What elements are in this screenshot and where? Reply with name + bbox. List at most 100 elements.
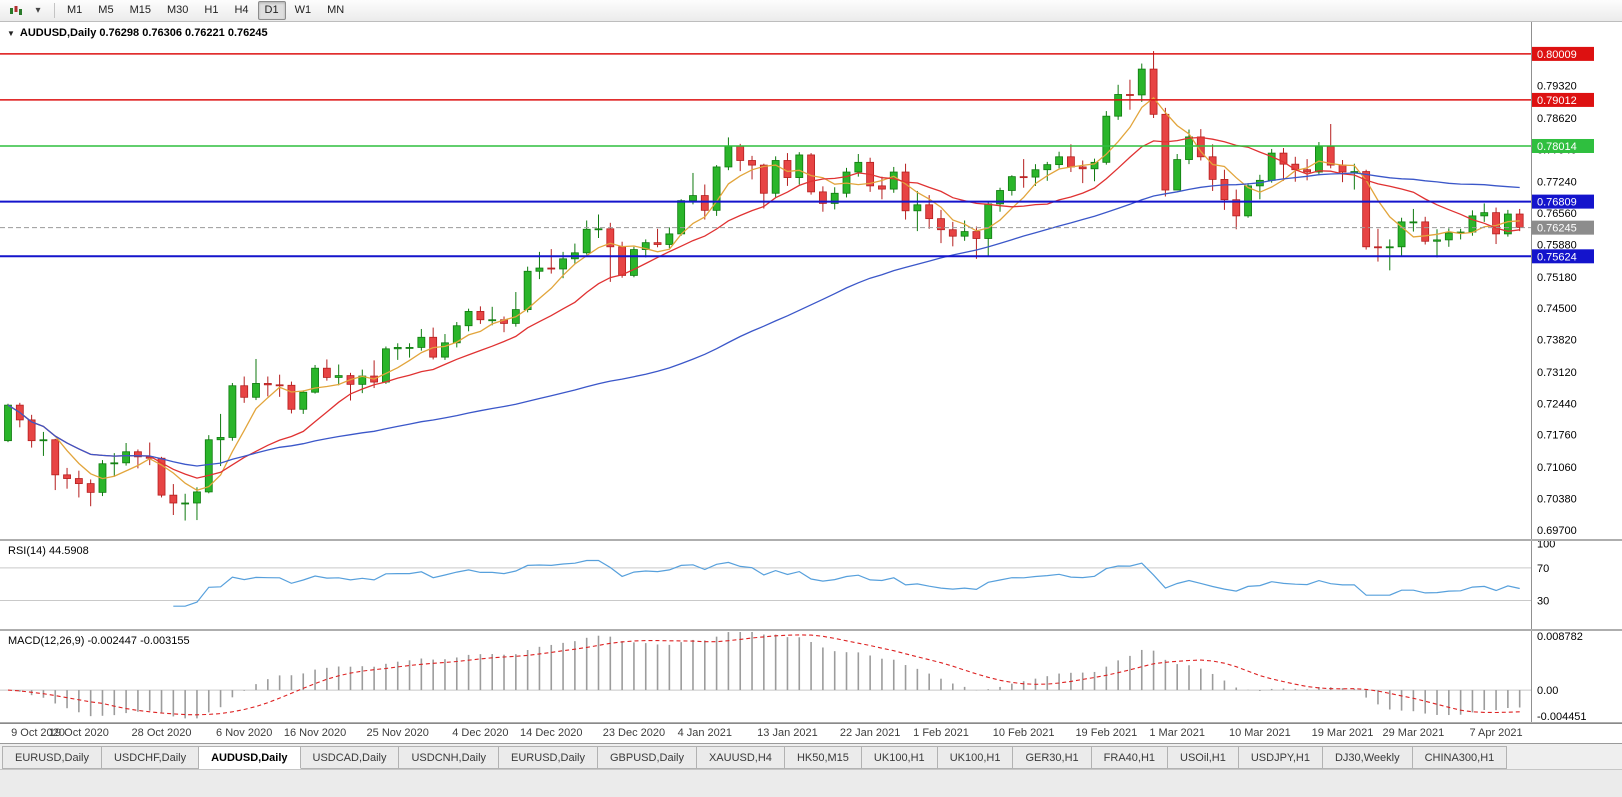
tab-dj30-weekly[interactable]: DJ30,Weekly [1322,746,1413,769]
date-label: 22 Jan 2021 [839,727,901,739]
date-label: 4 Dec 2020 [452,727,509,739]
svg-text:0.00: 0.00 [1537,685,1558,697]
tab-usdchf-daily[interactable]: USDCHF,Daily [101,746,200,769]
svg-text:-0.004451: -0.004451 [1537,711,1587,722]
date-label: 19 Feb 2021 [1075,727,1138,739]
macd-signal-line [7,634,1520,716]
svg-text:100: 100 [1537,541,1555,550]
timeframe-w1-button[interactable]: W1 [294,4,312,16]
time-axis[interactable]: 9 Oct 2020 19 Oct 2020 28 Oct 2020 6 Nov 20… [0,723,1622,743]
date-label: 25 Nov 2020 [366,727,429,739]
timeframe-mn-button[interactable]: MN [327,4,345,16]
timeframe-group: M1 M5 M15 M30 H1 H4 D1 W1 MN [60,1,351,20]
chart-type-icon[interactable] [5,2,27,20]
tab-usdcad-daily[interactable]: USDCAD,Daily [300,746,400,769]
svg-text:0.008782: 0.008782 [1537,631,1583,643]
price-tag: 0.75624 [1532,249,1594,264]
dropdown-caret-icon[interactable]: ▾ [35,5,41,16]
symbol-tabbar: EURUSD,Daily USDCHF,Daily AUDUSD,Daily USDC… [0,743,1622,769]
ma-line-13 [7,136,1520,479]
tab-china300-h1[interactable]: CHINA300,H1 [1412,746,1508,769]
date-label: 19 Mar 2021 [1311,727,1374,739]
tab-eurusd-daily[interactable]: EURUSD,Daily [499,746,598,769]
tab-ger30-h1[interactable]: GER30,H1 [1013,746,1092,769]
svg-text:0.79012: 0.79012 [1537,95,1577,107]
tab-gbpusd-daily[interactable]: GBPUSD,Daily [598,746,697,769]
tab-usdcnh-daily[interactable]: USDCNH,Daily [399,746,500,769]
svg-text:0.74500: 0.74500 [1537,303,1577,315]
date-label: 4 Jan 2021 [677,727,732,739]
svg-text:30: 30 [1537,595,1549,607]
price-tag: 0.76245 [1532,220,1594,235]
macd-axis-labels: 0.008782 0.00 -0.004451 [1537,631,1587,722]
panel-divider-macd[interactable] [0,629,1622,631]
main-chart-canvas[interactable]: 0.793200.786200.779400.772400.765600.758… [0,22,1622,539]
date-label: 16 Nov 2020 [283,727,347,739]
macd-panel-canvas[interactable]: 0.008782 0.00 -0.004451 [0,631,1622,722]
horizontal-levels [0,53,1531,258]
tab-uk100-h1[interactable]: UK100,H1 [861,746,938,769]
timeframe-m1-button[interactable]: M1 [67,4,83,16]
rsi-indicator-label: RSI(14) 44.5908 [8,545,89,557]
timeframe-m30-button[interactable]: M30 [166,4,189,16]
svg-text:0.73820: 0.73820 [1537,335,1577,347]
ma-line-5 [7,96,1520,492]
svg-text:0.75180: 0.75180 [1537,272,1577,284]
svg-text:0.76245: 0.76245 [1537,223,1577,235]
toolbar-separator [54,3,55,18]
candlestick-glyph [10,6,22,15]
price-axis-labels: 0.793200.786200.779400.772400.765600.758… [1537,81,1577,537]
tab-uk100-h1[interactable]: UK100,H1 [937,746,1014,769]
chart-title: ▼ AUDUSD,Daily 0.76298 0.76306 0.76221 0… [7,27,268,39]
svg-text:0.76560: 0.76560 [1537,208,1577,220]
price-tag: 0.76809 [1532,194,1594,209]
svg-text:0.76809: 0.76809 [1537,197,1577,209]
svg-text:0.78620: 0.78620 [1537,113,1577,125]
svg-text:0.77240: 0.77240 [1537,177,1577,189]
tab-hk50-m15[interactable]: HK50,M15 [784,746,862,769]
rsi-axis-labels: 100 70 30 [1537,541,1555,607]
candles [4,51,1524,521]
tab-audusd-daily[interactable]: AUDUSD,Daily [199,746,301,769]
date-label: 1 Feb 2021 [913,727,969,739]
macd-indicator-label: MACD(12,26,9) -0.002447 -0.003155 [8,635,190,647]
tab-fra40-h1[interactable]: FRA40,H1 [1091,746,1169,769]
svg-text:0.69700: 0.69700 [1537,525,1577,537]
timeframe-h4-button[interactable]: H4 [234,4,249,16]
date-label: 1 Mar 2021 [1149,727,1206,739]
svg-text:0.79320: 0.79320 [1537,81,1577,93]
timeframe-h1-button[interactable]: H1 [204,4,219,16]
status-strip [0,769,1622,797]
date-label: 23 Dec 2020 [602,727,666,739]
svg-text:0.73120: 0.73120 [1537,367,1577,379]
date-label: 10 Mar 2021 [1228,727,1291,739]
date-label: 9 Oct 2020 [11,727,65,739]
date-label: 6 Nov 2020 [216,727,273,739]
chart-menu-icon[interactable]: ▼ [7,28,15,38]
timeframe-m5-button[interactable]: M5 [98,4,114,16]
timeframe-d1-button[interactable]: D1 [257,1,286,20]
svg-text:70: 70 [1537,563,1549,575]
chart-title-text: AUDUSD,Daily 0.76298 0.76306 0.76221 0.7… [19,27,268,39]
tab-usoil-h1[interactable]: USOil,H1 [1168,746,1239,769]
panel-divider-rsi[interactable] [0,539,1622,541]
date-label: 29 Mar 2021 [1382,727,1445,739]
tab-usdjpy-h1[interactable]: USDJPY,H1 [1238,746,1323,769]
ma-line-55 [7,172,1520,467]
svg-text:0.70380: 0.70380 [1537,493,1577,505]
tab-eurusd-daily[interactable]: EURUSD,Daily [2,746,102,769]
rsi-line [173,559,1520,607]
tab-xauusd-h4[interactable]: XAUUSD,H4 [696,746,785,769]
timeframe-m15-button[interactable]: M15 [129,4,151,16]
date-label: 19 Oct 2020 [48,727,109,739]
date-label: 14 Dec 2020 [520,727,583,739]
time-axis-border [0,722,1622,723]
macd-histogram [19,632,1521,719]
svg-text:0.75624: 0.75624 [1537,251,1577,263]
date-label: 10 Feb 2021 [992,727,1055,739]
svg-text:0.78014: 0.78014 [1537,141,1577,153]
rsi-panel-canvas[interactable]: 100 70 30 [0,541,1622,629]
svg-text:0.72440: 0.72440 [1537,398,1577,410]
svg-text:0.80009: 0.80009 [1537,49,1577,61]
